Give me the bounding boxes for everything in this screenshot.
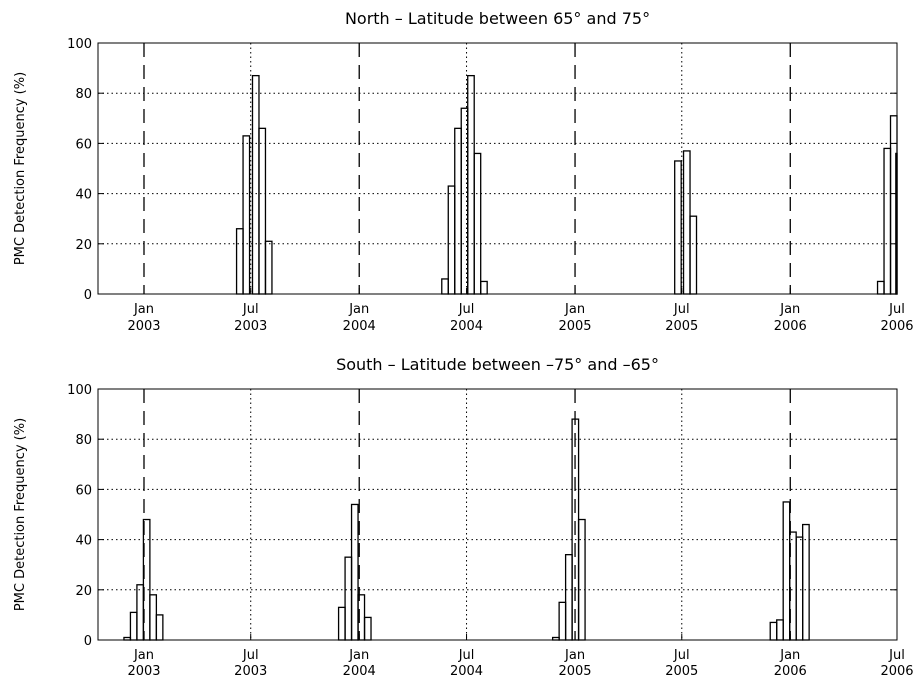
histogram-bar: [876, 280, 885, 295]
x-tick-month: Jan: [564, 648, 585, 663]
histogram-bar: [129, 611, 138, 641]
histogram-bar: [447, 185, 456, 295]
histogram-bar: [577, 518, 586, 641]
x-tick-month: Jan: [133, 648, 154, 663]
chart-title: North – Latitude between 65° and 75°: [345, 9, 650, 28]
histogram-bar: [467, 74, 475, 295]
y-tick-label: 0: [84, 634, 92, 649]
x-tick-month: Jul: [888, 648, 905, 663]
y-tick-label: 60: [75, 483, 92, 498]
y-tick-label: 80: [75, 433, 92, 448]
histogram-bar: [251, 74, 260, 295]
x-tick-month: Jul: [888, 302, 905, 317]
histogram-bar: [363, 616, 372, 641]
x-tick-year: 2006: [774, 319, 807, 334]
x-tick-month: Jan: [348, 302, 369, 317]
y-tick-label: 60: [75, 137, 92, 152]
histogram-bar: [344, 556, 353, 641]
histogram-bar: [155, 614, 164, 641]
histogram-bar: [480, 280, 488, 295]
x-tick-year: 2005: [558, 319, 591, 334]
chart-title: South – Latitude between –75° and –65°: [336, 355, 659, 374]
histogram-bar: [258, 127, 267, 295]
histogram-bar: [242, 135, 251, 295]
histogram-bar: [337, 606, 346, 641]
x-tick-month: Jan: [779, 302, 800, 317]
x-tick-month: Jul: [242, 648, 259, 663]
x-tick-year: 2003: [127, 664, 160, 679]
x-tick-year: 2003: [127, 319, 160, 334]
x-tick-year: 2003: [234, 664, 267, 679]
histogram-bar: [264, 240, 273, 295]
x-tick-month: Jan: [133, 302, 154, 317]
x-tick-year: 2006: [880, 664, 913, 679]
x-tick-year: 2003: [234, 319, 267, 334]
histogram-bar: [350, 503, 359, 641]
histogram-bar: [782, 501, 791, 641]
y-tick-label: 40: [75, 534, 92, 549]
x-tick-month: Jul: [673, 648, 690, 663]
south-panel: South – Latitude between –75° and –65° PM…: [13, 355, 914, 679]
y-tick-label: 100: [67, 37, 92, 52]
x-tick-month: Jan: [348, 648, 369, 663]
y-tick-label: 40: [75, 188, 92, 203]
x-tick-year: 2006: [774, 664, 807, 679]
y-tick-label: 100: [67, 383, 92, 398]
x-tick-year: 2004: [450, 664, 483, 679]
histogram-bar: [149, 594, 158, 641]
y-tick-label: 0: [84, 288, 92, 303]
y-axis-label: PMC Detection Frequency (%): [13, 418, 28, 611]
x-tick-year: 2006: [880, 319, 913, 334]
histogram-bar: [564, 554, 573, 641]
y-axis-label: PMC Detection Frequency (%): [13, 72, 28, 265]
histogram-bar: [473, 152, 482, 295]
x-tick-month: Jul: [673, 302, 690, 317]
plot-frame: [97, 42, 898, 295]
x-tick-year: 2005: [558, 664, 591, 679]
y-tick-label: 20: [75, 584, 92, 599]
histogram-bar: [795, 536, 804, 641]
x-tick-month: Jan: [564, 302, 585, 317]
histogram-bar: [776, 619, 784, 641]
x-tick-month: Jul: [458, 302, 475, 317]
x-tick-year: 2005: [665, 319, 698, 334]
north-panel: North – Latitude between 65° and 75° PMC …: [13, 9, 914, 334]
histogram-bar: [136, 584, 145, 641]
histogram-bar: [558, 601, 567, 641]
y-tick-label: 20: [75, 238, 92, 253]
histogram-bar: [802, 523, 810, 641]
histogram-bar: [454, 127, 462, 295]
x-tick-month: Jan: [779, 648, 800, 663]
x-tick-month: Jul: [242, 302, 259, 317]
histogram-bar: [682, 150, 691, 295]
histogram-bar: [883, 147, 892, 295]
x-tick-month: Jul: [458, 648, 475, 663]
histogram-bar: [235, 228, 244, 295]
histogram-bar: [674, 160, 682, 295]
x-tick-year: 2004: [343, 664, 376, 679]
histogram-bar: [689, 215, 698, 295]
x-tick-year: 2004: [450, 319, 483, 334]
histogram-bar: [441, 278, 449, 295]
plot-frame: [97, 388, 898, 641]
x-tick-year: 2004: [343, 319, 376, 334]
x-tick-year: 2005: [665, 664, 698, 679]
y-tick-label: 80: [75, 87, 92, 102]
histogram-bar: [769, 621, 778, 641]
